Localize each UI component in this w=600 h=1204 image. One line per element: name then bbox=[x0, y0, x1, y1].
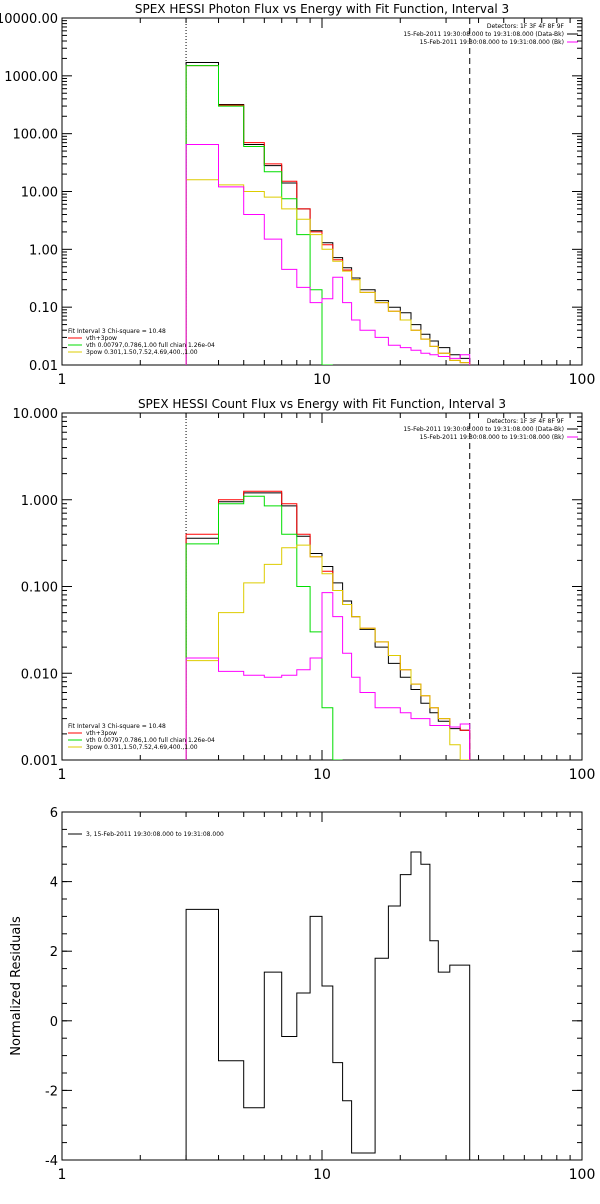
x-tick-label: 100 bbox=[569, 1167, 596, 1183]
y-tick-label: 10000.00 bbox=[0, 12, 58, 27]
y-tick-label: 0.010 bbox=[21, 667, 58, 682]
legend-label-1: vth+3pow bbox=[86, 730, 117, 737]
y-tick-label: 6 bbox=[50, 806, 58, 821]
chart-title: SPEX HESSI Photon Flux vs Energy with Fi… bbox=[135, 2, 509, 16]
y-tick-label: 1.00 bbox=[29, 243, 58, 258]
legend-label-2: vth 0.00797,0.786,1.00 full chian 1.26e-… bbox=[86, 342, 215, 349]
header-line-2: 15-Feb-2011 19:30:08.000 to 19:31:08.000… bbox=[403, 31, 564, 38]
x-tick-label: 1 bbox=[58, 767, 67, 783]
x-tick-label: 10 bbox=[313, 1167, 331, 1183]
series-1-line bbox=[185, 492, 471, 760]
chart-1: SPEX HESSI Photon Flux vs Energy with Fi… bbox=[0, 2, 595, 388]
series-1-line bbox=[185, 851, 471, 1160]
plot-data bbox=[185, 18, 471, 365]
plot-data bbox=[185, 413, 471, 760]
x-tick-label: 100 bbox=[569, 767, 596, 783]
legend-heading: Fit Interval 3 Chi-square = 10.48 bbox=[68, 723, 166, 730]
chart-title: SPEX HESSI Count Flux vs Energy with Fit… bbox=[138, 397, 506, 411]
legend-label-3: 3pow 0.301,1.50,7.52,4.69,400.,1.00 bbox=[86, 744, 198, 751]
y-tick-label: -4 bbox=[45, 1154, 58, 1169]
plot-data bbox=[185, 851, 471, 1160]
series-4-line bbox=[185, 544, 470, 760]
y-tick-label: 1000.00 bbox=[4, 70, 58, 85]
series-2-line bbox=[185, 65, 471, 365]
x-tick-label: 1 bbox=[58, 372, 67, 388]
y-tick-label: 0.10 bbox=[29, 301, 58, 316]
chart-3: 1 10 100 -4 -2 0 2 4 6 Normalized Residuals 3, 15-… bbox=[9, 806, 595, 1183]
x-tick-label: 100 bbox=[569, 372, 596, 388]
series-5-line bbox=[185, 144, 471, 365]
legend-label-1: 3, 15-Feb-2011 19:30:08.000 to 19:31:08.… bbox=[86, 831, 224, 838]
header-line-3: 15-Feb-2011 19:30:08.000 to 19:31:08.000… bbox=[420, 434, 564, 441]
legend-label-3: 3pow 0.301,1.50,7.52,4.69,400.,1.00 bbox=[86, 349, 198, 356]
x-tick-label: 10 bbox=[313, 372, 331, 388]
series-4-line bbox=[185, 179, 471, 365]
y-tick-label: -2 bbox=[45, 1084, 58, 1099]
y-axis-title: Normalized Residuals bbox=[9, 916, 24, 1056]
series-3-line bbox=[185, 495, 343, 760]
y-tick-label: 4 bbox=[50, 876, 58, 891]
y-tick-label: 0 bbox=[50, 1015, 58, 1030]
y-tick-label: 10.00 bbox=[21, 186, 58, 201]
x-tick-label: 1 bbox=[58, 1167, 67, 1183]
y-tick-label: 10.000 bbox=[13, 407, 59, 422]
y-tick-label: 1.000 bbox=[21, 494, 58, 509]
legend-label-2: vth 0.00797,0.786,1.00 full chian 1.26e-… bbox=[86, 737, 215, 744]
series-1-line bbox=[185, 62, 471, 365]
series-5-line bbox=[185, 592, 471, 760]
series-3-line bbox=[185, 65, 333, 365]
header-line-1: Detectors: 1F 3F 4F 8F 9F bbox=[487, 418, 565, 425]
header-line-2: 15-Feb-2011 19:30:08.000 to 19:31:08.000… bbox=[403, 426, 564, 433]
legend-heading: Fit Interval 3 Chi-square = 10.48 bbox=[68, 328, 166, 335]
y-tick-label: 0.100 bbox=[21, 581, 58, 596]
y-tick-label: 0.001 bbox=[21, 754, 58, 769]
y-tick-label: 2 bbox=[50, 945, 58, 960]
header-line-1: Detectors: 1F 3F 4F 8F 9F bbox=[487, 23, 565, 30]
x-tick-label: 10 bbox=[313, 767, 331, 783]
y-tick-label: 0.01 bbox=[29, 359, 58, 374]
series-2-line bbox=[185, 490, 471, 760]
y-tick-label: 100.00 bbox=[13, 128, 59, 143]
header-line-3: 15-Feb-2011 19:30:08.000 to 19:31:08.000… bbox=[420, 39, 564, 46]
chart-2: SPEX HESSI Count Flux vs Energy with Fit… bbox=[13, 397, 596, 783]
legend-label-1: vth+3pow bbox=[86, 335, 117, 342]
